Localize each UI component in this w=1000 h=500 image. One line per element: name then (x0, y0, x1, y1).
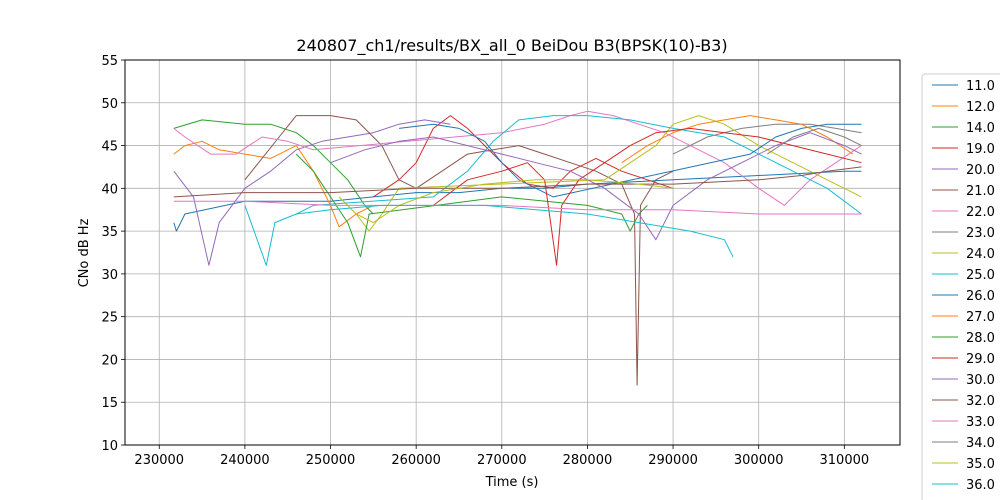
y-tick-label: 25 (101, 311, 118, 326)
x-tick-label: 310000 (820, 453, 870, 468)
x-axis-title: Time (s) (485, 475, 539, 490)
series-line-22-0 (173, 110, 862, 206)
legend-label: 29.0 (966, 352, 995, 367)
legend-label: 33.0 (966, 415, 995, 430)
y-axis-title: CNo dB Hz (77, 218, 92, 287)
axis-ticks: 230000 240000 250000 260000 270000 280000 2900… (101, 54, 869, 468)
x-tick-label: 270000 (477, 453, 527, 468)
legend-label: 30.0 (966, 373, 995, 388)
y-tick-label: 40 (101, 182, 118, 197)
series-layer (173, 110, 862, 386)
series-line-33-0 (173, 200, 862, 215)
legend-label: 36.0 (966, 478, 995, 493)
grid-lines (125, 59, 900, 446)
series-line-19-0 (373, 115, 674, 198)
y-tick-label: 55 (101, 54, 118, 69)
y-tick-label: 10 (101, 439, 118, 454)
series-line-23-0 (672, 123, 862, 155)
series-line-30-0 (330, 132, 862, 241)
series-line-29-0 (433, 127, 862, 266)
legend-label: 25.0 (966, 268, 995, 283)
y-tick-label: 15 (101, 396, 118, 411)
x-tick-label: 290000 (648, 453, 698, 468)
x-tick-label: 300000 (734, 453, 784, 468)
legend-label: 32.0 (966, 394, 995, 409)
legend-label: 27.0 (966, 310, 995, 325)
series-line-27-0 (621, 115, 854, 164)
legend-label: 26.0 (966, 289, 995, 304)
y-tick-label: 45 (101, 140, 118, 155)
series-line-11-0 (173, 170, 862, 232)
series-line-24-0 (338, 115, 862, 232)
x-tick-label: 240000 (220, 453, 270, 468)
series-line-12-0 (173, 140, 374, 228)
y-tick-label: 20 (101, 353, 118, 368)
series-line-35-0 (355, 179, 674, 224)
series-line-36-0 (296, 204, 734, 258)
y-tick-label: 35 (101, 225, 118, 240)
chart-title: 240807_ch1/results/BX_all_0 BeiDou B3(BP… (296, 36, 727, 56)
legend-label: 20.0 (966, 163, 995, 178)
legend-label: 21.0 (966, 184, 995, 199)
legend-frame (921, 73, 1000, 500)
plot-frame (124, 59, 901, 446)
x-tick-label: 280000 (563, 453, 613, 468)
series-line-34-0 (767, 127, 862, 155)
legend-label: 35.0 (966, 457, 995, 472)
legend-label: 34.0 (966, 436, 995, 451)
series-line-14-0 (173, 119, 374, 215)
legend-label: 11.0 (966, 79, 995, 94)
legend-label: 12.0 (966, 100, 995, 115)
legend: 11.0 12.0 14.0 19.0 20.0 21.0 22.0 23.0 24.0 25.0… (921, 73, 1000, 500)
series-line-26-0 (398, 123, 862, 198)
legend-label: 23.0 (966, 226, 995, 241)
y-tick-label: 50 (101, 97, 118, 112)
x-tick-label: 260000 (391, 453, 441, 468)
legend-label: 28.0 (966, 331, 995, 346)
series-line-25-0 (244, 115, 862, 266)
x-tick-label: 250000 (306, 453, 356, 468)
legend-label: 24.0 (966, 247, 995, 262)
legend-items: 11.0 12.0 14.0 19.0 20.0 21.0 22.0 23.0 24.0 25.0… (932, 79, 995, 493)
series-line-20-0 (173, 119, 451, 266)
y-tick-label: 30 (101, 268, 118, 283)
series-line-32-0 (173, 166, 862, 198)
legend-label: 19.0 (966, 142, 995, 157)
series-line-21-0 (244, 115, 674, 386)
legend-label: 22.0 (966, 205, 995, 220)
x-tick-label: 230000 (134, 453, 184, 468)
legend-label: 14.0 (966, 121, 995, 136)
